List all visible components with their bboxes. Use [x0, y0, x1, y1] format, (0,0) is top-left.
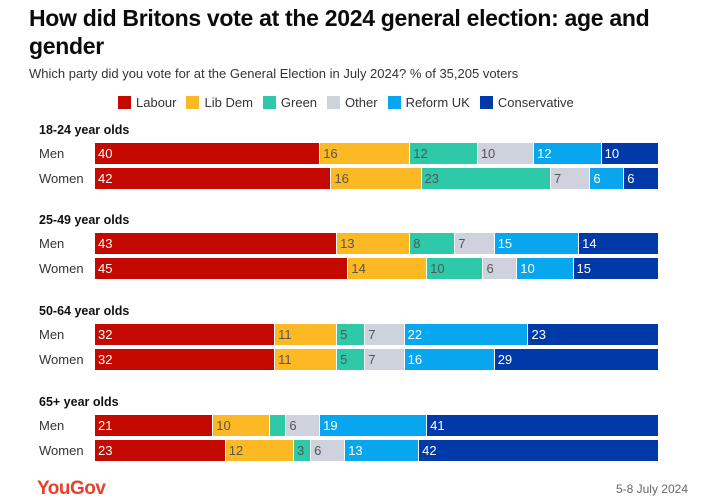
- bar-segment-conservative: 42: [419, 440, 658, 461]
- bar-segment-labour: 32: [95, 349, 276, 370]
- row-label: Men: [39, 418, 65, 433]
- bar-segment-green: 5: [337, 349, 366, 370]
- bar-segment-reform-uk: 15: [494, 233, 580, 254]
- bar-segment-other: 7: [365, 349, 405, 370]
- legend-item-lib-dem: Lib Dem: [186, 95, 253, 110]
- bar-segment-conservative: 10: [601, 143, 658, 164]
- bar-segment-other: 6: [483, 258, 518, 279]
- legend-label: Lib Dem: [204, 95, 253, 110]
- stacked-bar: 21 10 6 19 41: [95, 415, 658, 436]
- bar-segment-green: 3: [294, 440, 312, 461]
- legend-item-labour: Labour: [118, 95, 176, 110]
- legend-label: Reform UK: [405, 95, 470, 110]
- legend-item-green: Green: [262, 95, 318, 110]
- group-title: 65+ year olds: [39, 395, 119, 409]
- bar-segment-lib-dem: 11: [275, 349, 338, 370]
- legend-swatch: [186, 96, 200, 109]
- bar-segment-conservative: 15: [573, 258, 658, 279]
- legend-swatch: [479, 96, 493, 109]
- bar-segment-lib-dem: 13: [337, 233, 411, 254]
- bar-segment-reform-uk: 12: [534, 143, 602, 164]
- row-label: Women: [39, 443, 84, 458]
- stacked-bar: 32 11 5 7 16 29: [95, 349, 658, 370]
- bar-segment-reform-uk: 10: [517, 258, 574, 279]
- bar-segment-labour: 43: [95, 233, 338, 254]
- chart-title: How did Britons vote at the 2024 general…: [29, 5, 650, 59]
- bar-segment-lib-dem: 11: [275, 324, 338, 345]
- bar-segment-lib-dem: 10: [213, 415, 270, 436]
- legend-label: Conservative: [497, 95, 574, 110]
- bar-segment-other: 7: [551, 168, 591, 189]
- yougov-logo: YouGov: [37, 478, 106, 499]
- legend-item-other: Other: [327, 95, 378, 110]
- bar-segment-labour: 32: [95, 324, 276, 345]
- bar-segment-reform-uk: 16: [404, 349, 495, 370]
- bar-segment-labour: 40: [95, 143, 321, 164]
- bar-segment-green: 8: [410, 233, 456, 254]
- bar-segment-labour: 45: [95, 258, 349, 279]
- legend-label: Green: [280, 95, 318, 110]
- bar-segment-labour: 21: [95, 415, 214, 436]
- bar-segment-other: 10: [477, 143, 535, 164]
- bar-segment-lib-dem: 14: [348, 258, 428, 279]
- bar-segment-conservative: 14: [579, 233, 658, 254]
- stacked-bar: 23 12 3 6 13 42: [95, 440, 658, 461]
- bar-segment-lib-dem: 12: [225, 440, 295, 461]
- stacked-bar: 42 16 23 7 6 6: [95, 168, 658, 189]
- row-label: Men: [39, 327, 65, 342]
- bar-segment-green: 12: [410, 143, 478, 164]
- stacked-bar: 45 14 10 6 10 15: [95, 258, 658, 279]
- legend-item-conservative: Conservative: [479, 95, 574, 110]
- chart-subtitle: Which party did you vote for at the Gene…: [29, 66, 519, 81]
- legend-item-reform-uk: Reform UK: [387, 95, 470, 110]
- legend-swatch: [118, 96, 131, 109]
- row-label: Men: [39, 236, 65, 251]
- stacked-bar: 40 16 12 10 12 10: [95, 143, 658, 164]
- stacked-bar: 43 13 8 7 15 14: [95, 233, 658, 254]
- legend-label: Other: [345, 95, 378, 110]
- bar-segment-other: 7: [365, 324, 405, 345]
- legend-swatch: [327, 96, 341, 109]
- group-title: 18-24 year olds: [39, 123, 130, 137]
- bar-segment-conservative: 41: [427, 415, 658, 436]
- legend-label: Labour: [136, 95, 177, 110]
- bar-segment-conservative: 6: [624, 168, 658, 189]
- row-label: Women: [39, 261, 84, 276]
- bar-segment-reform-uk: 22: [404, 324, 529, 345]
- stacked-bar: 32 11 5 7 22 23: [95, 324, 658, 345]
- group-title: 25-49 year olds: [39, 213, 130, 227]
- bar-segment-green: 5: [337, 324, 366, 345]
- bar-segment-reform-uk: 13: [345, 440, 420, 461]
- bar-segment-lib-dem: 16: [331, 168, 422, 189]
- bar-segment-other: 7: [455, 233, 495, 254]
- bar-segment-labour: 42: [95, 168, 332, 189]
- bar-segment-reform-uk: 6: [590, 168, 625, 189]
- date-label: 5-8 July 2024: [615, 482, 688, 496]
- bar-segment-green: 10: [427, 258, 484, 279]
- row-label: Women: [39, 171, 84, 186]
- bar-segment-other: 6: [286, 415, 321, 436]
- legend-swatch: [262, 96, 276, 109]
- bar-segment-conservative: 23: [528, 324, 658, 345]
- bar-segment-lib-dem: 16: [320, 143, 411, 164]
- legend: Labour Lib Dem Green Other Reform UK Conserva…: [118, 95, 584, 110]
- bar-segment-labour: 23: [95, 440, 226, 461]
- row-label: Men: [39, 146, 65, 161]
- group-title: 50-64 year olds: [39, 304, 130, 318]
- bar-segment-conservative: 29: [494, 349, 658, 370]
- bar-segment-green: [269, 415, 287, 436]
- bar-segment-reform-uk: 19: [320, 415, 428, 436]
- legend-swatch: [387, 96, 401, 109]
- bar-segment-other: 6: [311, 440, 346, 461]
- bar-segment-green: 23: [421, 168, 552, 189]
- row-label: Women: [39, 352, 84, 367]
